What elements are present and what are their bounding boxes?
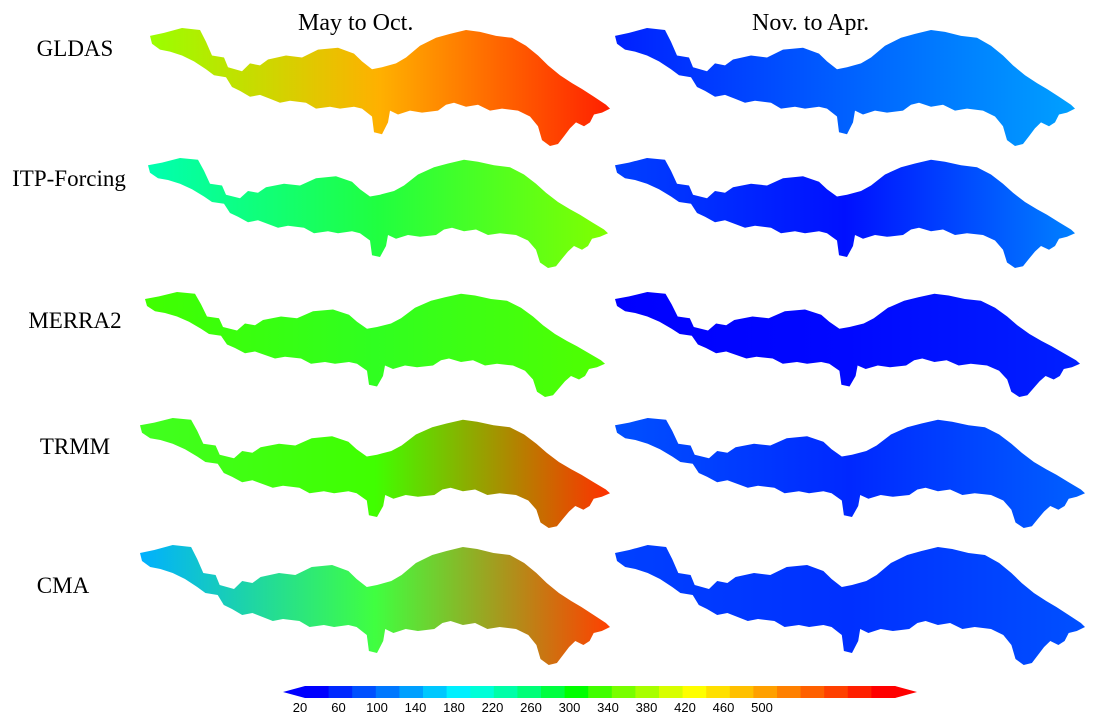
colorbar-segment (800, 686, 825, 698)
colorbar-segment (706, 686, 731, 698)
colorbar-tick-label: 60 (331, 700, 345, 715)
column-title-may-oct: May to Oct. (298, 10, 414, 36)
map-panel-merra2-nov-apr (615, 292, 1080, 397)
colorbar-under-arrow (283, 686, 305, 698)
map-panel-itp-forcing-nov-apr (615, 158, 1075, 268)
colorbar-segment (328, 686, 353, 698)
colorbar-tick-label: 260 (520, 700, 542, 715)
colorbar-tick-label: 500 (751, 700, 773, 715)
map-panel-merra2-may-oct (145, 292, 605, 397)
map-panel-cma-may-oct (140, 545, 610, 665)
colorbar-tick-label: 220 (482, 700, 504, 715)
colorbar-segment (423, 686, 448, 698)
colorbar-tick-label: 20 (293, 700, 307, 715)
map-panel-gldas-may-oct (150, 28, 610, 146)
colorbar-segment (541, 686, 566, 698)
colorbar-tick-label: 380 (636, 700, 658, 715)
map-panel-cma-nov-apr (615, 545, 1085, 665)
colorbar-segment (375, 686, 400, 698)
colorbar-tick-label: 300 (559, 700, 581, 715)
colorbar-segment (446, 686, 471, 698)
colorbar-over-arrow (895, 686, 917, 698)
colorbar-segment (871, 686, 896, 698)
colorbar-tick-label: 100 (366, 700, 388, 715)
colorbar-segment (682, 686, 707, 698)
colorbar-tick-label: 140 (405, 700, 427, 715)
colorbar-segment (611, 686, 636, 698)
colorbar-segment (659, 686, 684, 698)
map-panel-gldas-nov-apr (615, 28, 1075, 146)
row-label-merra2: MERRA2 (28, 308, 122, 333)
colorbar-segment (635, 686, 660, 698)
colorbar-segment (399, 686, 424, 698)
row-label-trmm: TRMM (39, 434, 111, 459)
colorbar-segment (729, 686, 754, 698)
colorbar-segment (352, 686, 377, 698)
row-label-itp-forcing: ITP-Forcing (12, 166, 126, 191)
colorbar-tick-label: 180 (443, 700, 465, 715)
colorbar-segment (493, 686, 518, 698)
colorbar-segment (470, 686, 495, 698)
row-label-gldas: GLDAS (36, 36, 114, 61)
colorbar-tick-label: 460 (713, 700, 735, 715)
row-label-cma: CMA (36, 573, 90, 598)
map-panel-trmm-nov-apr (615, 418, 1085, 528)
colorbar-segment (847, 686, 872, 698)
colorbar-tick-label: 420 (674, 700, 696, 715)
colorbar-tick-label: 340 (597, 700, 619, 715)
map-panel-trmm-may-oct (140, 418, 610, 528)
colorbar-segment (777, 686, 802, 698)
colorbar-segment (564, 686, 589, 698)
colorbar-segment (305, 686, 330, 698)
column-title-nov-apr: Nov. to Apr. (752, 10, 870, 36)
colorbar-segment (753, 686, 778, 698)
colorbar-segment (517, 686, 542, 698)
colorbar-segment (824, 686, 849, 698)
map-panel-itp-forcing-may-oct (148, 158, 608, 268)
colorbar-segment (588, 686, 613, 698)
